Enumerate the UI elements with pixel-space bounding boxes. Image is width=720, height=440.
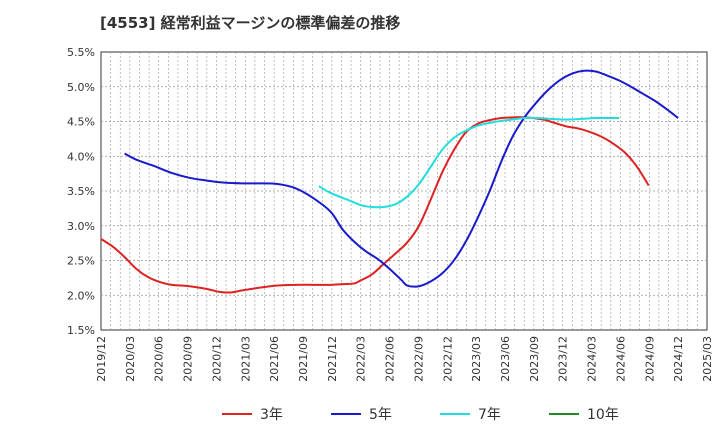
x-tick-label: 2023/12	[557, 336, 570, 382]
y-tick-label: 4.5%	[67, 116, 95, 129]
x-tick-label: 2022/12	[441, 336, 454, 382]
y-axis-ticks: 1.5% 2.0% 2.5% 3.0% 3.5% 4.0% 4.5% 5.0% 5.5%	[67, 46, 95, 337]
series-line-2	[318, 116, 620, 209]
y-tick-label: 1.5%	[67, 324, 95, 337]
y-tick-label: 5.5%	[67, 46, 95, 59]
x-tick-label: 2021/06	[268, 336, 281, 382]
y-tick-label: 2.0%	[67, 289, 95, 302]
x-tick-label: 2021/09	[297, 336, 310, 382]
y-tick-label: 5.0%	[67, 81, 95, 94]
x-tick-label: 2024/03	[586, 336, 599, 382]
series-lines	[100, 69, 679, 294]
x-tick-label: 2021/03	[239, 336, 252, 382]
grid	[101, 52, 707, 330]
legend-label-2: 7年	[478, 407, 501, 423]
chart-title: [4553] 経常利益マージンの標準偏差の推移	[100, 14, 401, 32]
x-tick-label: 2023/06	[499, 336, 512, 382]
x-tick-label: 2024/09	[643, 336, 656, 382]
x-tick-label: 2020/06	[153, 336, 166, 382]
x-tick-label: 2022/03	[355, 336, 368, 382]
plot-area	[100, 51, 708, 331]
x-tick-label: 2025/03	[701, 336, 714, 382]
x-tick-label: 2021/12	[326, 336, 339, 382]
legend: 3年 5年 7年 10年	[222, 407, 619, 423]
series-line-1	[124, 69, 679, 288]
y-tick-label: 3.0%	[67, 220, 95, 233]
legend-label-3: 10年	[587, 407, 619, 423]
x-tick-label: 2020/09	[182, 336, 195, 382]
x-tick-label: 2023/03	[470, 336, 483, 382]
x-axis-ticks: 2019/12 2020/03 2020/06 2020/09 2020/12 2021/…	[95, 336, 714, 382]
legend-label-1: 5年	[369, 407, 392, 423]
x-tick-label: 2020/03	[124, 336, 137, 382]
y-tick-label: 4.0%	[67, 150, 95, 163]
x-tick-label: 2024/12	[672, 336, 685, 382]
x-tick-label: 2019/12	[95, 336, 108, 382]
x-tick-label: 2022/09	[412, 336, 425, 382]
y-tick-label: 2.5%	[67, 255, 95, 268]
x-tick-label: 2024/06	[614, 336, 627, 382]
legend-label-0: 3年	[260, 407, 283, 423]
x-tick-label: 2020/12	[210, 336, 223, 382]
y-tick-label: 3.5%	[67, 185, 95, 198]
x-tick-label: 2022/06	[384, 336, 397, 382]
series-line-0	[100, 116, 650, 294]
x-tick-label: 2023/09	[528, 336, 541, 382]
